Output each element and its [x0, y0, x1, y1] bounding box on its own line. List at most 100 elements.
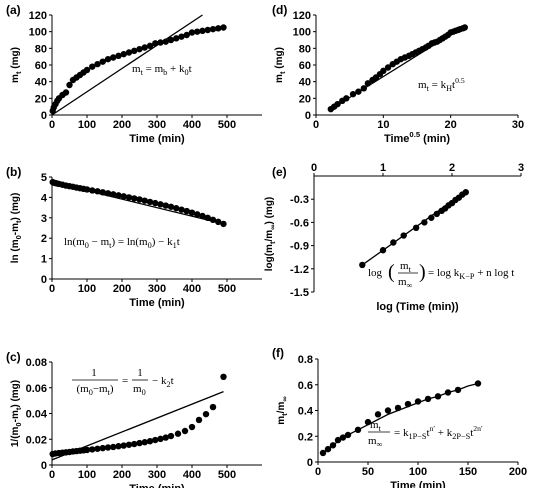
data-point [394, 404, 402, 412]
x-tick-label: 400 [183, 469, 201, 481]
data-point [188, 29, 196, 36]
data-point [220, 220, 227, 228]
data-point [209, 25, 217, 33]
x-axis-label: Time (min) [129, 297, 185, 309]
data-point [339, 434, 347, 441]
data-point [204, 214, 211, 221]
data-point [374, 411, 382, 418]
y-tick-label: 120 [293, 10, 311, 22]
data-point [115, 443, 122, 450]
panel-label: (a) [6, 3, 21, 17]
y-tick-label: 0.02 [26, 434, 47, 446]
data-point [173, 35, 180, 42]
equation-a: mt = mb + k0t [132, 63, 192, 77]
data-point [355, 88, 362, 95]
svg-text:mt: mt [370, 419, 382, 433]
data-point [152, 40, 159, 47]
data-point [183, 207, 190, 215]
x-tick-label: 200 [113, 469, 131, 481]
data-point [364, 418, 372, 426]
data-point [433, 210, 441, 218]
data-point [136, 45, 143, 53]
x-tick-label: 30 [512, 119, 524, 131]
svg-text:1: 1 [91, 367, 97, 379]
data-point [404, 400, 412, 408]
svg-text:1: 1 [137, 367, 143, 379]
y-tick-label: 0 [305, 110, 311, 122]
data-point [364, 80, 372, 87]
data-point [474, 380, 482, 387]
x-tick-label: 2 [449, 162, 455, 174]
data-point [461, 24, 469, 31]
data-point [334, 436, 342, 444]
data-point [204, 26, 211, 34]
data-point [99, 444, 106, 452]
data-point [136, 196, 143, 203]
y-tick-label: -1.5 [290, 287, 309, 299]
data-point [104, 55, 112, 63]
data-point [99, 58, 106, 65]
data-point [152, 199, 159, 207]
y-tick-label: 0.2 [298, 431, 313, 443]
svg-text:(m0−mt): (m0−mt) [76, 383, 113, 397]
x-tick-label: 300 [148, 469, 166, 481]
data-point [167, 203, 175, 210]
x-tick-label: 300 [148, 283, 166, 295]
data-point [202, 410, 210, 418]
data-point [188, 209, 196, 216]
data-point [146, 198, 154, 206]
y-tick-label: -0.3 [290, 194, 309, 206]
data-point [220, 373, 227, 381]
data-point [319, 449, 327, 457]
x-axis-label: Time0.5 (min) [384, 130, 450, 145]
y-tick-label: 40 [299, 77, 311, 89]
svg-text:mt: mt [400, 260, 412, 274]
x-tick-label: 100 [409, 466, 427, 478]
x-tick-label: 3 [518, 162, 524, 174]
data-point [349, 90, 357, 98]
data-point [390, 239, 397, 246]
data-point [359, 261, 366, 269]
y-tick-label: 20 [35, 93, 47, 105]
data-point [414, 398, 422, 405]
y-tick-label: 0 [41, 460, 47, 472]
equation-f: mt m∞ = k1P−Stn′ + k2P−St2n′ [368, 419, 483, 449]
data-point [62, 89, 70, 96]
y-tick-label: 0 [307, 457, 313, 469]
data-point [400, 232, 407, 239]
y-tick-label: 5 [41, 172, 47, 184]
data-point [157, 39, 164, 46]
y-tick-label: 40 [35, 77, 47, 89]
y-tick-label: 2 [41, 233, 47, 245]
data-point [354, 426, 362, 434]
x-tick-label: 0 [49, 469, 55, 481]
data-point [131, 195, 138, 202]
y-tick-label: 80 [35, 43, 47, 55]
x-axis-label: log (Time (min)) [376, 301, 459, 313]
data-point [181, 427, 189, 435]
data-point [131, 47, 138, 55]
panel-label: (c) [6, 350, 21, 364]
data-point [83, 186, 91, 193]
data-point [120, 50, 127, 58]
data-point [66, 81, 73, 89]
x-axis-label: Time (min) [129, 133, 185, 145]
y-axis-label: log(mt/m∞) (mg) [264, 197, 277, 272]
data-point [199, 27, 206, 35]
data-point [104, 444, 112, 451]
data-point [146, 42, 154, 50]
svg-text:=: = [122, 375, 128, 387]
data-point [178, 206, 185, 213]
data-point [162, 38, 169, 45]
panel-label: (f) [272, 346, 284, 360]
x-tick-label: 0 [313, 119, 319, 131]
svg-text:− k2t: − k2t [152, 375, 174, 389]
data-point [152, 436, 159, 444]
panel-label: (d) [272, 3, 287, 17]
y-tick-label: -1.2 [290, 264, 309, 276]
data-point [115, 192, 122, 199]
x-tick-label: 0 [311, 162, 317, 174]
panel-0: (a) 0 100 200 300 400 500 0 20 40 60 80 100 120 Time (… [6, 3, 262, 145]
data-point [199, 212, 206, 220]
